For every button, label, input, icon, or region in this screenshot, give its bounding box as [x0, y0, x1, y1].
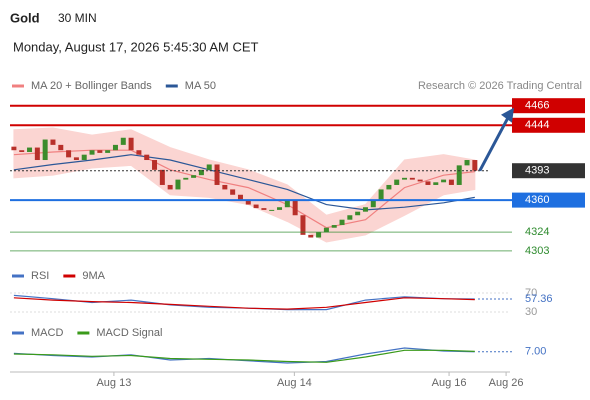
level-box	[512, 117, 585, 133]
candle	[152, 160, 158, 170]
candle	[355, 211, 361, 216]
candle	[175, 179, 181, 190]
candle	[136, 150, 142, 155]
current-value-label: 7.00	[525, 346, 546, 358]
legend-label: MACD	[31, 327, 63, 339]
legend-label: MA 50	[185, 80, 216, 92]
candle	[284, 200, 290, 208]
candle	[308, 234, 314, 238]
candle	[112, 144, 118, 151]
indicator-line	[13, 349, 475, 363]
candle	[27, 147, 33, 153]
candle	[66, 150, 72, 158]
candle	[316, 232, 322, 238]
candle	[120, 137, 126, 145]
candle	[97, 150, 103, 153]
candle	[425, 181, 431, 185]
candle	[214, 164, 220, 185]
candle	[128, 137, 134, 151]
candle	[347, 215, 353, 220]
indicator-line	[13, 347, 475, 364]
candle	[230, 189, 236, 195]
bollinger-band	[13, 127, 476, 243]
level-label: 4360	[525, 194, 549, 206]
x-tick-label: Aug 13	[96, 377, 131, 389]
candle	[370, 200, 376, 208]
legend-label: 9MA	[82, 270, 105, 282]
candle	[394, 179, 400, 185]
candle	[237, 194, 243, 201]
candle	[448, 179, 454, 185]
candle	[183, 177, 189, 180]
interval: 30 MIN	[58, 11, 97, 25]
y-tick-label: 70	[525, 287, 537, 299]
candle	[89, 150, 95, 155]
candle	[206, 164, 212, 170]
candle	[144, 154, 150, 161]
candle	[402, 177, 408, 180]
candle	[417, 179, 423, 182]
candle	[73, 157, 79, 161]
candle	[339, 219, 345, 226]
moving-average	[13, 149, 475, 229]
x-tick-label: Aug 14	[277, 377, 312, 389]
candle	[159, 169, 165, 185]
level-box	[512, 98, 585, 114]
candle	[456, 165, 462, 185]
indicator-line	[13, 297, 475, 310]
forecast-arrowhead	[501, 107, 514, 123]
candle	[269, 209, 275, 211]
legend-label: RSI	[31, 270, 49, 282]
level-label: 4324	[525, 226, 549, 238]
candle	[105, 150, 111, 153]
candle	[277, 207, 283, 210]
level-label: 4466	[525, 100, 549, 112]
level-label: 4444	[525, 119, 549, 131]
candle	[441, 179, 447, 183]
legend-label: MA 20 + Bollinger Bands	[31, 80, 152, 92]
candle	[167, 184, 173, 190]
forecast-arrow	[478, 116, 510, 172]
candle	[323, 227, 329, 233]
candle	[253, 204, 259, 209]
candle	[191, 175, 197, 178]
candle	[58, 144, 64, 151]
candle	[245, 200, 251, 205]
candle	[50, 139, 56, 145]
candle	[11, 146, 17, 151]
candle	[331, 225, 337, 228]
candle	[409, 177, 415, 180]
candle	[81, 154, 87, 161]
candle	[19, 150, 25, 153]
candle	[42, 139, 48, 161]
legend-label: MACD Signal	[96, 327, 162, 339]
candle	[362, 207, 368, 212]
moving-average	[13, 154, 475, 211]
candle	[433, 182, 439, 185]
level-box	[512, 192, 585, 208]
level-label: 4303	[525, 245, 549, 257]
level-box	[512, 163, 585, 179]
y-tick-label: 30	[525, 306, 537, 318]
datetime: Monday, August 17, 2026 5:45:30 AM CET	[13, 39, 259, 54]
candle	[300, 215, 306, 235]
candle	[464, 160, 470, 166]
x-tick-label: Aug 26	[489, 377, 524, 389]
candle	[292, 200, 298, 216]
candle	[378, 189, 384, 201]
current-value-label: 57.36	[525, 293, 553, 305]
source: Research © 2026 Trading Central	[418, 80, 582, 92]
candle	[261, 208, 267, 210]
candle	[386, 184, 392, 190]
candle	[472, 160, 478, 171]
candle	[34, 147, 40, 161]
x-tick-label: Aug 16	[432, 377, 467, 389]
title: Gold	[10, 10, 40, 25]
candle	[198, 169, 204, 176]
level-label: 4393	[525, 165, 549, 177]
candle	[222, 184, 228, 190]
